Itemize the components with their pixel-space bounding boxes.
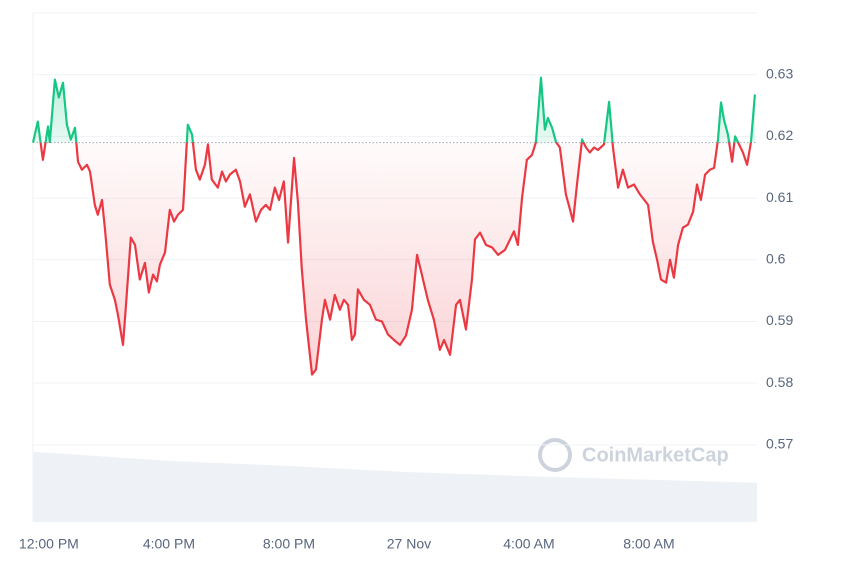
- volume-area: [33, 451, 757, 522]
- baseline-area: [33, 77, 755, 375]
- x-tick-label: 4:00 AM: [503, 536, 554, 552]
- x-tick-label: 8:00 PM: [263, 536, 315, 552]
- watermark: CoinMarketCap: [538, 438, 729, 472]
- price-line: [31, 76, 756, 376]
- watermark-logo: [538, 438, 572, 472]
- y-tick-label: 0.62: [766, 127, 793, 143]
- y-tick-label: 0.6: [766, 250, 786, 266]
- watermark-text: CoinMarketCap: [582, 444, 729, 466]
- y-tick-label: 0.58: [766, 374, 793, 390]
- x-tick-label: 12:00 PM: [19, 536, 79, 552]
- y-tick-label: 0.63: [766, 65, 793, 81]
- y-tick-label: 0.61: [766, 189, 793, 205]
- x-tick-label: 8:00 AM: [623, 536, 674, 552]
- y-tick-label: 0.57: [766, 436, 793, 452]
- y-tick-label: 0.59: [766, 312, 793, 328]
- x-tick-label: 4:00 PM: [143, 536, 195, 552]
- x-tick-label: 27 Nov: [387, 536, 431, 552]
